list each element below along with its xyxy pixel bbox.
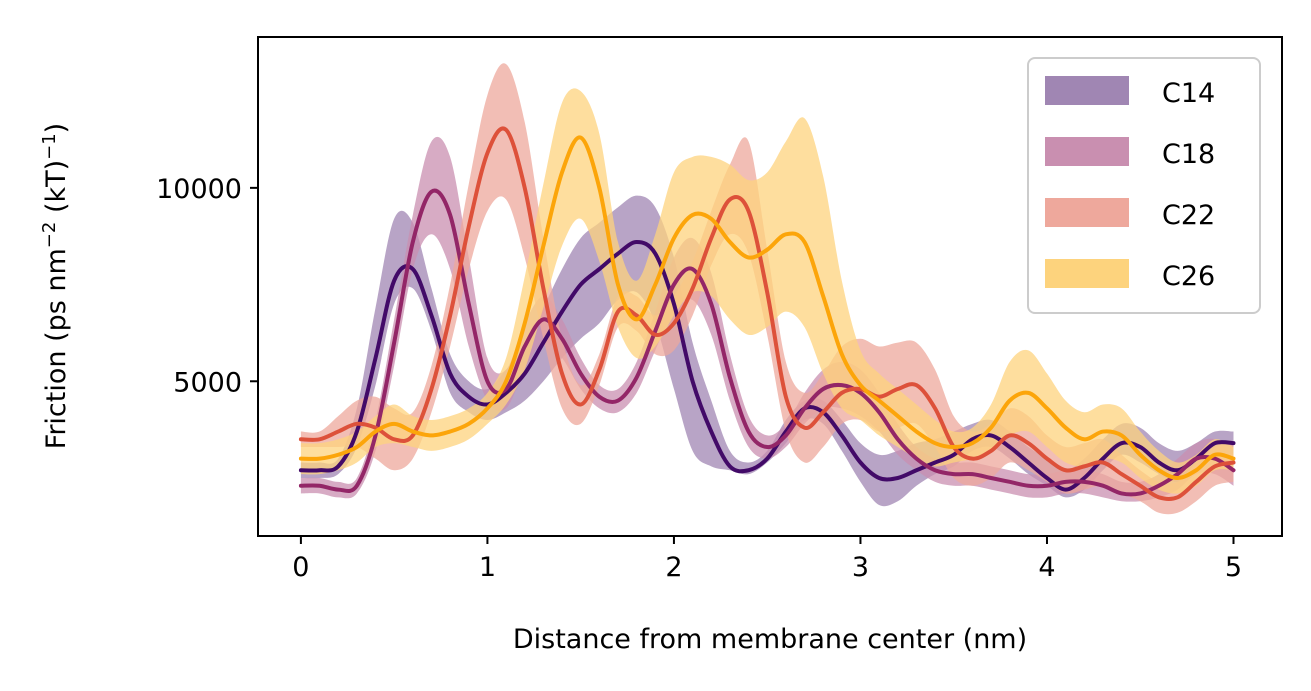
legend-swatch-c26 (1045, 259, 1129, 288)
x-tick-label: 5 (1225, 552, 1242, 583)
x-tick-label: 4 (1038, 552, 1055, 583)
legend-box (1027, 57, 1261, 314)
legend-swatch-c18 (1045, 137, 1129, 166)
y-tick-label: 10000 (156, 174, 242, 205)
x-axis-label: Distance from membrane center (nm) (513, 624, 1027, 655)
x-tick-label: 2 (665, 552, 682, 583)
x-axis: 0 1 2 3 4 5 (292, 536, 1242, 583)
plot-frame (257, 36, 1283, 537)
x-tick-label: 0 (292, 552, 309, 583)
legend-label-c14: C14 (1162, 78, 1215, 109)
legend-swatch-c14 (1045, 76, 1129, 105)
y-axis: 5000 10000 (156, 174, 258, 398)
legend-swatch-c22 (1045, 198, 1129, 227)
line-c18 (298, 188, 1236, 497)
x-tick-label: 1 (479, 552, 496, 583)
legend-label-c26: C26 (1162, 261, 1215, 292)
line-c14 (298, 240, 1236, 492)
line-c22 (298, 126, 1236, 502)
legend-label-c18: C18 (1162, 139, 1215, 170)
legend: C14 C18 C22 C26 (1027, 57, 1261, 314)
x-tick-label: 3 (852, 552, 869, 583)
y-axis-label: Friction (ps nm−2 (kT)−1) (39, 123, 73, 449)
y-tick-label: 5000 (173, 367, 242, 398)
line-c26 (298, 135, 1236, 480)
series-lines (298, 126, 1236, 502)
legend-label-c22: C22 (1162, 200, 1215, 231)
